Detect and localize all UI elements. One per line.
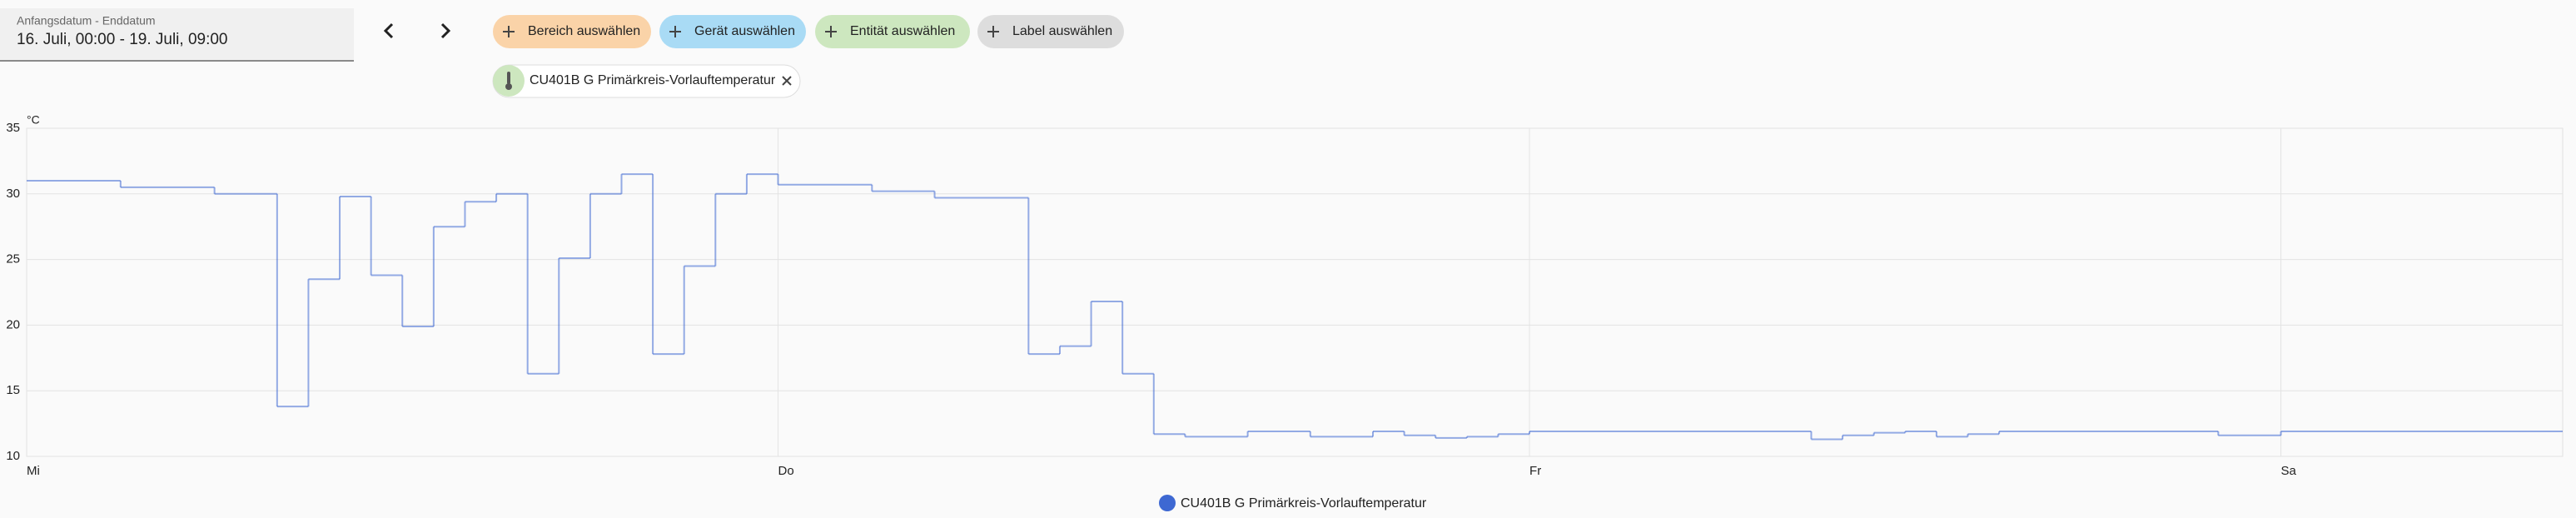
y-tick-label: 15 xyxy=(6,383,20,397)
thermometer-icon xyxy=(507,72,510,84)
filter-chip-label: Entität auswählen xyxy=(850,24,955,38)
y-tick-label: 25 xyxy=(6,252,20,266)
y-tick-label: 35 xyxy=(6,121,20,135)
entity-chip[interactable] xyxy=(492,64,801,98)
y-tick-label: 10 xyxy=(6,449,20,463)
filter-chip[interactable] xyxy=(815,15,970,48)
plot-area xyxy=(26,127,2564,457)
date-picker-label: Anfangsdatum - Enddatum xyxy=(17,14,156,27)
x-tick-label: Mi xyxy=(27,464,40,478)
thermometer-bulb xyxy=(505,83,512,90)
plus-icon xyxy=(987,26,999,37)
filter-chip-label: Bereich auswählen xyxy=(528,24,640,38)
filter-chip[interactable] xyxy=(977,15,1124,48)
x-tick-label: Sa xyxy=(2281,464,2297,478)
date-picker[interactable] xyxy=(0,8,354,61)
plus-icon xyxy=(669,26,681,37)
plus-icon xyxy=(503,26,515,37)
entity-chip-label: CU401B G Primärkreis-Vorlauftemperatur xyxy=(530,73,776,87)
legend-swatch[interactable] xyxy=(1159,495,1176,511)
x-tick-label: Fr xyxy=(1529,464,1541,478)
filter-chip-label: Gerät auswählen xyxy=(694,24,795,38)
x-tick-label: Do xyxy=(778,464,794,478)
legend-label[interactable]: CU401B G Primärkreis-Vorlauftemperatur xyxy=(1181,496,1427,511)
filter-chip[interactable] xyxy=(493,15,651,48)
filter-chip-label: Label auswählen xyxy=(1012,24,1112,38)
plus-icon xyxy=(825,26,837,37)
date-picker-value: 16. Juli, 00:00 - 19. Juli, 09:00 xyxy=(17,31,228,48)
prev-button[interactable] xyxy=(383,22,394,39)
y-tick-label: 20 xyxy=(6,317,20,331)
filter-chip[interactable] xyxy=(659,15,806,48)
next-button[interactable] xyxy=(440,22,451,39)
entity-remove[interactable] xyxy=(782,76,792,86)
y-tick-label: 30 xyxy=(6,187,20,201)
y-unit: °C xyxy=(27,113,40,127)
